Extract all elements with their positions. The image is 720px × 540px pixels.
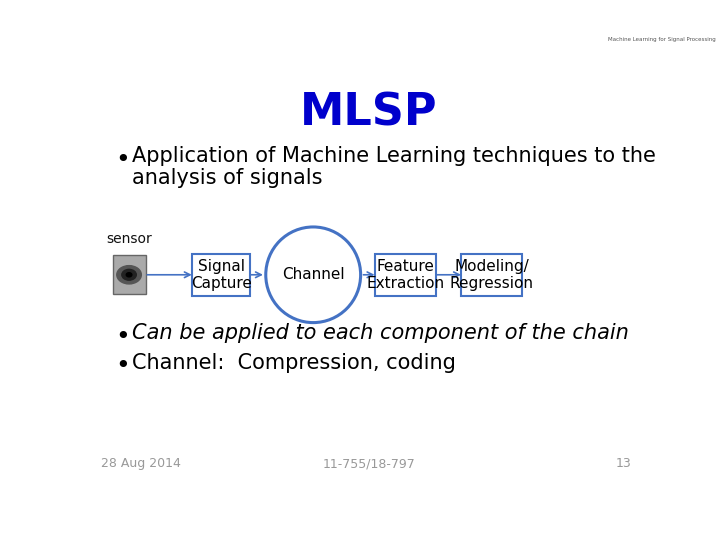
Ellipse shape bbox=[266, 227, 361, 322]
Text: Feature
Extraction: Feature Extraction bbox=[366, 259, 444, 291]
Text: Application of Machine Learning techniques to the: Application of Machine Learning techniqu… bbox=[132, 146, 656, 166]
FancyBboxPatch shape bbox=[112, 255, 145, 294]
Text: •: • bbox=[115, 354, 130, 378]
Circle shape bbox=[126, 273, 132, 277]
Text: Machine Learning for Signal Processing: Machine Learning for Signal Processing bbox=[608, 37, 716, 42]
Text: Channel:  Compression, coding: Channel: Compression, coding bbox=[132, 353, 456, 373]
Text: 28 Aug 2014: 28 Aug 2014 bbox=[101, 457, 181, 470]
FancyBboxPatch shape bbox=[461, 254, 523, 295]
Circle shape bbox=[122, 269, 136, 280]
Text: MLSP: MLSP bbox=[300, 92, 438, 135]
Text: Can be applied to each component of the chain: Can be applied to each component of the … bbox=[132, 323, 629, 343]
Text: sensor: sensor bbox=[106, 232, 152, 246]
Text: •: • bbox=[115, 148, 130, 172]
Circle shape bbox=[117, 266, 141, 284]
Text: Modeling/
Regression: Modeling/ Regression bbox=[450, 259, 534, 291]
Text: •: • bbox=[115, 325, 130, 349]
Text: Signal
Capture: Signal Capture bbox=[191, 259, 251, 291]
Text: 13: 13 bbox=[616, 457, 631, 470]
FancyBboxPatch shape bbox=[374, 254, 436, 295]
Text: 11-755/18-797: 11-755/18-797 bbox=[323, 457, 415, 470]
FancyBboxPatch shape bbox=[192, 254, 251, 295]
Text: analysis of signals: analysis of signals bbox=[132, 168, 323, 188]
Text: Channel: Channel bbox=[282, 267, 344, 282]
